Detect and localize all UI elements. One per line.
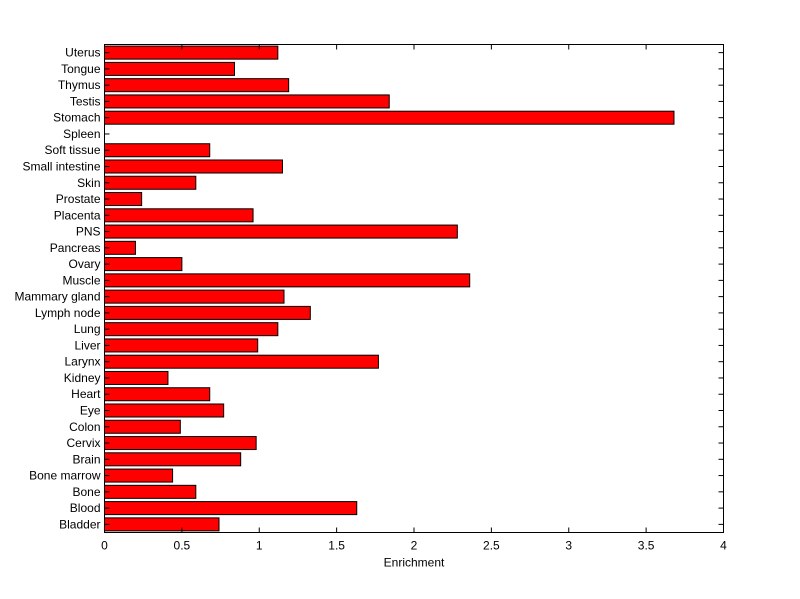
y-tick-label: Prostate — [56, 192, 101, 206]
bar-skin — [104, 175, 197, 190]
y-tick-label: Soft tissue — [44, 143, 100, 157]
x-tick-label: 3 — [565, 539, 572, 553]
y-tick-label: Mammary gland — [14, 290, 100, 304]
bar-cervix — [104, 436, 257, 451]
y-tick-label: Bone marrow — [29, 469, 101, 483]
x-tick-label: 2.5 — [483, 539, 500, 553]
x-tick-label: 2 — [411, 539, 418, 553]
bar-bone — [104, 484, 197, 499]
bar-heart — [104, 387, 211, 402]
y-tick-label: Heart — [71, 387, 101, 401]
bar-lymph-node — [104, 305, 311, 320]
y-tick-label: PNS — [76, 225, 101, 239]
y-tick-label: Liver — [74, 338, 100, 352]
bar-kidney — [104, 370, 169, 385]
bars-group — [104, 45, 675, 532]
y-tick-label: Spleen — [63, 127, 100, 141]
y-tick-label: Pancreas — [50, 241, 101, 255]
x-tick-label: 0.5 — [174, 539, 191, 553]
y-tick-label: Skin — [77, 176, 100, 190]
y-tick-label: Testis — [70, 94, 101, 108]
y-tick-label: Placenta — [54, 208, 101, 222]
x-tick-label: 3.5 — [638, 539, 655, 553]
y-ticks-group: Bladder Blood Bone Bone marrow Brain Cervix Co… — [14, 46, 724, 531]
y-tick-label: Bone — [72, 485, 100, 499]
bar-muscle — [104, 273, 471, 288]
bar-mammary-gland — [104, 289, 285, 304]
bar-lung — [104, 322, 279, 337]
y-tick-label: Brain — [72, 452, 100, 466]
y-tick-label: Eye — [80, 404, 101, 418]
bar-uterus — [104, 45, 279, 60]
y-tick-label: Thymus — [58, 78, 101, 92]
y-tick-label: Lymph node — [35, 306, 101, 320]
bar-liver — [104, 338, 259, 353]
x-tick-label: 0 — [101, 539, 108, 553]
y-tick-label: Small intestine — [22, 160, 100, 174]
bar-testis — [104, 94, 390, 109]
y-tick-label: Blood — [70, 501, 101, 515]
y-tick-label: Larynx — [64, 355, 100, 369]
x-axis-label: Enrichment — [384, 556, 445, 570]
bar-bone-marrow — [104, 468, 174, 483]
bar-brain — [104, 452, 242, 467]
y-tick-label: Colon — [69, 420, 100, 434]
plot-frame — [104, 44, 724, 533]
y-tick-label: Tongue — [61, 62, 101, 76]
y-tick-label: Uterus — [65, 46, 100, 60]
bar-prostate — [104, 192, 143, 207]
x-tick-label: 4 — [720, 539, 727, 553]
bar-eye — [104, 403, 225, 418]
bar-pns — [104, 224, 458, 239]
bar-soft-tissue — [104, 143, 211, 158]
bar-larynx — [104, 354, 379, 369]
bar-small-intestine — [104, 159, 283, 174]
y-tick-label: Kidney — [64, 371, 101, 385]
bar-thymus — [104, 78, 290, 93]
bar-colon — [104, 419, 181, 434]
bar-stomach — [104, 110, 675, 125]
bar-ovary — [104, 257, 183, 272]
x-tick-label: 1 — [256, 539, 263, 553]
y-tick-label: Cervix — [66, 436, 100, 450]
bar-placenta — [104, 208, 254, 223]
x-tick-label: 1.5 — [328, 539, 345, 553]
bar-bladder — [104, 517, 220, 532]
y-tick-label: Lung — [74, 322, 101, 336]
bar-blood — [104, 501, 358, 516]
y-tick-label: Ovary — [68, 257, 100, 271]
bar-tongue — [104, 61, 235, 76]
y-tick-label: Bladder — [59, 517, 100, 531]
y-tick-label: Muscle — [62, 273, 100, 287]
y-tick-label: Stomach — [53, 111, 100, 125]
